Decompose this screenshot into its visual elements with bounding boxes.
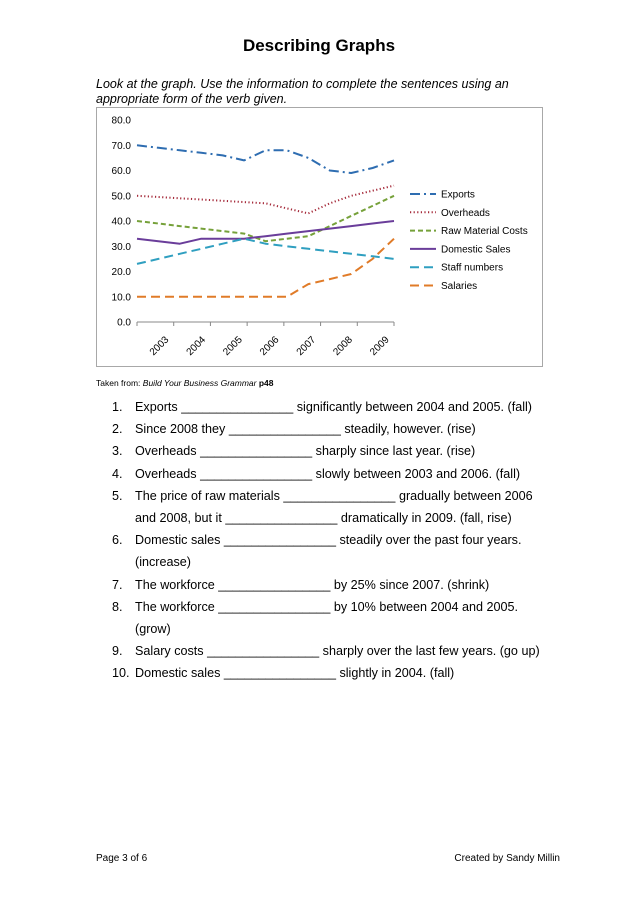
x-tick-label: 2003 [148,334,172,358]
y-tick-label: 10.0 [112,292,132,303]
question-number: 6. [112,533,123,548]
question-text: The workforce ________________ by 25% si… [135,577,490,592]
source-citation: Taken from: Build Your Business Grammar … [96,378,274,388]
question-item: 5. The price of raw materials ___________… [112,485,552,529]
series-line [136,220,395,245]
line-chart-svg: 0.0 10.0 20.0 30.0 40.0 50.0 60.0 70.0 80.0 2003 2… [112,116,528,358]
series-line [136,184,395,215]
legend-label: Exports [441,190,475,201]
question-item: 10. Domestic sales ________________ sligh… [112,662,552,684]
series-line [136,237,395,265]
question-item: 3. Overheads ________________ sharply sin… [112,440,552,462]
instructions: Look at the graph. Use the information t… [96,77,509,106]
y-tick-label: 0.0 [117,318,131,329]
question-text: Overheads ________________ sharply since… [135,444,476,459]
legend-label: Domestic Sales [441,244,510,255]
y-tick-label: 50.0 [112,191,132,202]
question-number: 10. [112,666,130,681]
x-tick-label: 2004 [185,334,209,358]
question-text: The price of raw materials _____________… [135,488,533,526]
x-tick-label: 2008 [331,334,355,358]
question-text: Salary costs ________________ sharply ov… [135,644,540,659]
question-text: Domestic sales ________________ slightly… [135,666,455,681]
y-tick-label: 70.0 [112,141,132,152]
x-tick-label: 2006 [258,334,282,358]
line-chart: 0.0 10.0 20.0 30.0 40.0 50.0 60.0 70.0 80.0 2003 2… [96,107,543,367]
x-tick-label: 2005 [221,334,245,358]
source-book: Build Your Business Grammar [142,378,257,388]
x-tick-label: 2009 [368,334,392,358]
source-prefix: Taken from: [96,378,143,388]
question-number: 2. [112,422,123,437]
question-number: 4. [112,466,123,481]
page-number: Page 3 of 6 [96,853,148,864]
y-tick-label: 60.0 [112,166,132,177]
legend-label: Staff numbers [441,263,503,274]
question-number: 9. [112,644,123,659]
page-title: Describing Graphs [242,36,396,55]
y-tick-label: 80.0 [112,116,132,127]
question-item: 2. Since 2008 they ________________ stead… [112,418,552,440]
question-item: 7. The workforce ________________ by 25% … [112,574,552,596]
question-text: Exports ________________ significantly b… [135,400,532,414]
legend-label: Overheads [441,208,490,219]
author-credit: Created by Sandy Millin [454,853,560,864]
y-tick-label: 20.0 [112,267,132,278]
y-tick-label: 30.0 [112,242,132,253]
question-text: The workforce ________________ by 10% be… [135,599,519,637]
question-number: 5. [112,488,123,503]
question-item: 4. Overheads ________________ slowly betw… [112,463,552,485]
legend-label: Salaries [441,281,477,292]
series-line [136,194,395,243]
question-number: 8. [112,599,123,614]
question-item: 9. Salary costs ________________ sharply … [112,640,552,662]
y-tick-label: 40.0 [112,217,132,228]
source-page: p48 [258,378,274,388]
series-line [137,237,395,298]
question-number: 3. [112,444,123,459]
x-tick-label: 2007 [295,334,319,358]
question-text: Domestic sales ________________ steadily… [135,533,522,570]
question-text: Since 2008 they ________________ steadil… [135,422,476,437]
legend-label: Raw Material Costs [441,226,528,237]
question-item: 1. Exports ________________ significantly… [112,396,552,418]
question-item: 6. Domestic sales ________________ steadi… [112,529,552,573]
question-list: 1. Exports ________________ significantly… [112,396,552,685]
question-number: 7. [112,577,123,592]
question-item: 8. The workforce ________________ by 10% … [112,596,552,640]
question-number: 1. [112,400,123,414]
question-text: Overheads ________________ slowly betwee… [135,466,521,481]
series-line [136,144,395,174]
